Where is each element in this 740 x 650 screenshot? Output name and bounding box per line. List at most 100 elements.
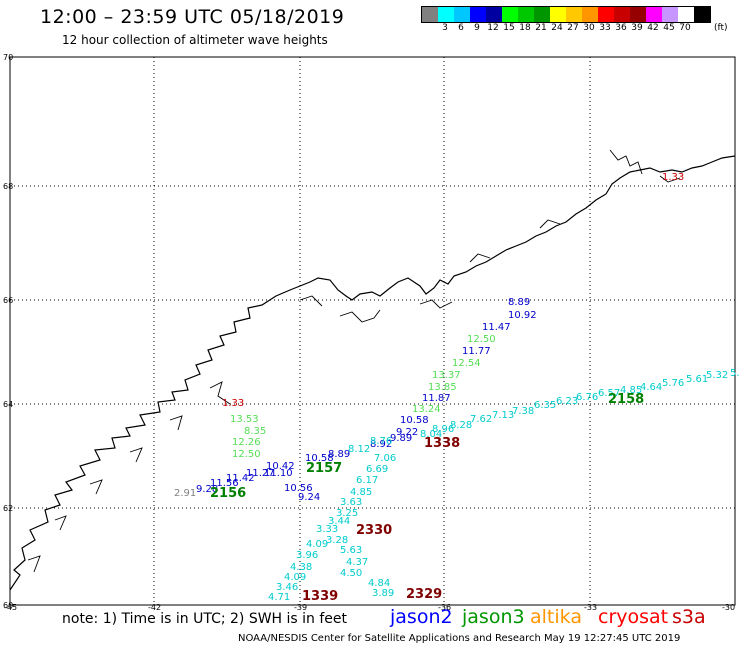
jason3-value: 13.85: [428, 382, 457, 393]
s3a-value: 4.84: [368, 578, 390, 589]
map-frame: [9, 56, 736, 606]
lat-lon-grid: [10, 57, 735, 605]
legend-tick-label: 70: [679, 23, 691, 33]
lon-tick-label: -33: [584, 603, 597, 612]
s3a-value: 5.3: [730, 368, 740, 379]
legend-swatch: [694, 7, 710, 22]
lat-tick-label: 60: [3, 601, 13, 610]
legend-tick-label: 24: [551, 23, 563, 33]
greenland-coastline: [9, 155, 736, 591]
chart-subtitle: 12 hour collection of altimeter wave hei…: [62, 33, 328, 47]
jason2-value: 11.87: [422, 393, 451, 404]
s3a-value: 4.85: [350, 487, 372, 498]
jason2-value: 9.89: [390, 433, 412, 444]
jason2-value: 11.77: [462, 346, 491, 357]
jason3-value: 8.35: [244, 426, 266, 437]
legend-swatch: [502, 7, 518, 22]
color-scale-unit: (ft): [714, 23, 728, 33]
legend-tick-label: 3: [442, 23, 448, 33]
s3a-value: 4.64: [640, 382, 662, 393]
footnote: note: 1) Time is in UTC; 2) SWH is in fe…: [62, 611, 348, 627]
s3a-value: 8.12: [348, 444, 370, 455]
legend-tick-label: 39: [631, 23, 643, 33]
lat-tick-label: 70: [3, 53, 13, 62]
s3a-value: 3.89: [372, 588, 394, 599]
s3a-value: 6.23: [556, 396, 578, 407]
legend-tick-label: 6: [458, 23, 464, 33]
s3a-value: 5.76: [662, 378, 684, 389]
legend-swatch: [454, 7, 470, 22]
satellite-legend-jason2: jason2: [390, 606, 453, 628]
credit-line: NOAA/NESDIS Center for Satellite Applica…: [238, 633, 681, 644]
legend-swatch: [646, 7, 662, 22]
s3a-value: 5.32: [706, 370, 728, 381]
s3a-value: 3.33: [316, 524, 338, 535]
legend-swatch: [662, 7, 678, 22]
lon-tick-label: -42: [148, 603, 161, 612]
jason2-value: 9.22: [396, 427, 418, 438]
legend-tick-label: 9: [474, 23, 480, 33]
legend-tick-label: 36: [615, 23, 627, 33]
legend-swatch: [630, 7, 646, 22]
s3a-time-label: 2329: [406, 587, 442, 602]
s3a-value: 3.63: [340, 497, 362, 508]
legend-swatch: [422, 7, 438, 22]
s3a-value: 4.09: [284, 572, 306, 583]
cryosat-value: 1.33: [222, 398, 244, 409]
legend-tick-label: 30: [583, 23, 595, 33]
jason2-time-label: 2157: [306, 461, 342, 476]
cryosat-time-label: 1339: [302, 589, 338, 604]
s3a-time-label: 2330: [356, 523, 392, 538]
s3a-value: 8.96: [432, 424, 454, 435]
legend-tick-label: 21: [535, 23, 547, 33]
s3a-value: 4.38: [290, 562, 312, 573]
s3a-value: 7.13: [492, 410, 514, 421]
satellite-legend-jason3: jason3: [462, 606, 525, 628]
jason2-value: 10.42: [266, 461, 295, 472]
s3a-value: 6.57: [598, 388, 620, 399]
s3a-value: 8.04: [420, 429, 442, 440]
s3a-value: 6.69: [366, 464, 388, 475]
s3a-value: 6.76: [576, 392, 598, 403]
s3a-value: 4.37: [346, 557, 368, 568]
s3a-value: 7.62: [470, 414, 492, 425]
legend-tick-label: 33: [599, 23, 611, 33]
s3a-value: 4.85: [620, 385, 642, 396]
jason3-value: 13.37: [432, 370, 461, 381]
jason2-value: 8.89: [328, 449, 350, 460]
legend-swatch: [614, 7, 630, 22]
s3a-value: 7.38: [512, 406, 534, 417]
s3a-value: 4.50: [340, 568, 362, 579]
jason2-value: 11.27: [246, 468, 275, 479]
legend-tick-label: 45: [663, 23, 675, 33]
s3a-value: 7.06: [374, 453, 396, 464]
jason2-value: 11.42: [226, 473, 255, 484]
satellite-legend-s3a: s3a: [672, 606, 706, 628]
legend-swatch: [518, 7, 534, 22]
wave-height-values: 8.8910.9211.4711.7711.8710.589.229.898.9…: [174, 172, 740, 604]
legend-tick-label: 42: [647, 23, 659, 33]
jason2-value: 8.92: [370, 439, 392, 450]
jason2-value: 11.10: [264, 468, 293, 479]
s3a-value: 3.44: [328, 516, 350, 527]
color-scale-labels: 3 6 9 12 15 18 21 24 27 30 33 36 39 42 45 70: [421, 23, 709, 33]
jason3-value: 13.24: [412, 404, 441, 415]
gray-value: 2.91: [174, 488, 196, 499]
s3a-value: 8.28: [450, 420, 472, 431]
s3a-value: 5.63: [340, 545, 362, 556]
jason2-value: 8.89: [508, 297, 530, 308]
jason3-time-label: 2156: [210, 486, 246, 501]
legend-tick-label: 15: [503, 23, 515, 33]
coast-inlets: [27, 149, 681, 573]
s3a-value: 6.17: [356, 475, 378, 486]
jason3-value: 12.26: [232, 437, 261, 448]
jason2-value: 10.56: [284, 483, 313, 494]
jason2-value: 11.56: [210, 478, 239, 489]
jason3-value: 12.50: [232, 449, 261, 460]
s3a-time-label: 2158: [608, 392, 644, 407]
lon-tick-label: -45: [4, 603, 17, 612]
s3a-value: 3.28: [326, 535, 348, 546]
legend-swatch: [582, 7, 598, 22]
jason2-value: 10.58: [400, 415, 429, 426]
